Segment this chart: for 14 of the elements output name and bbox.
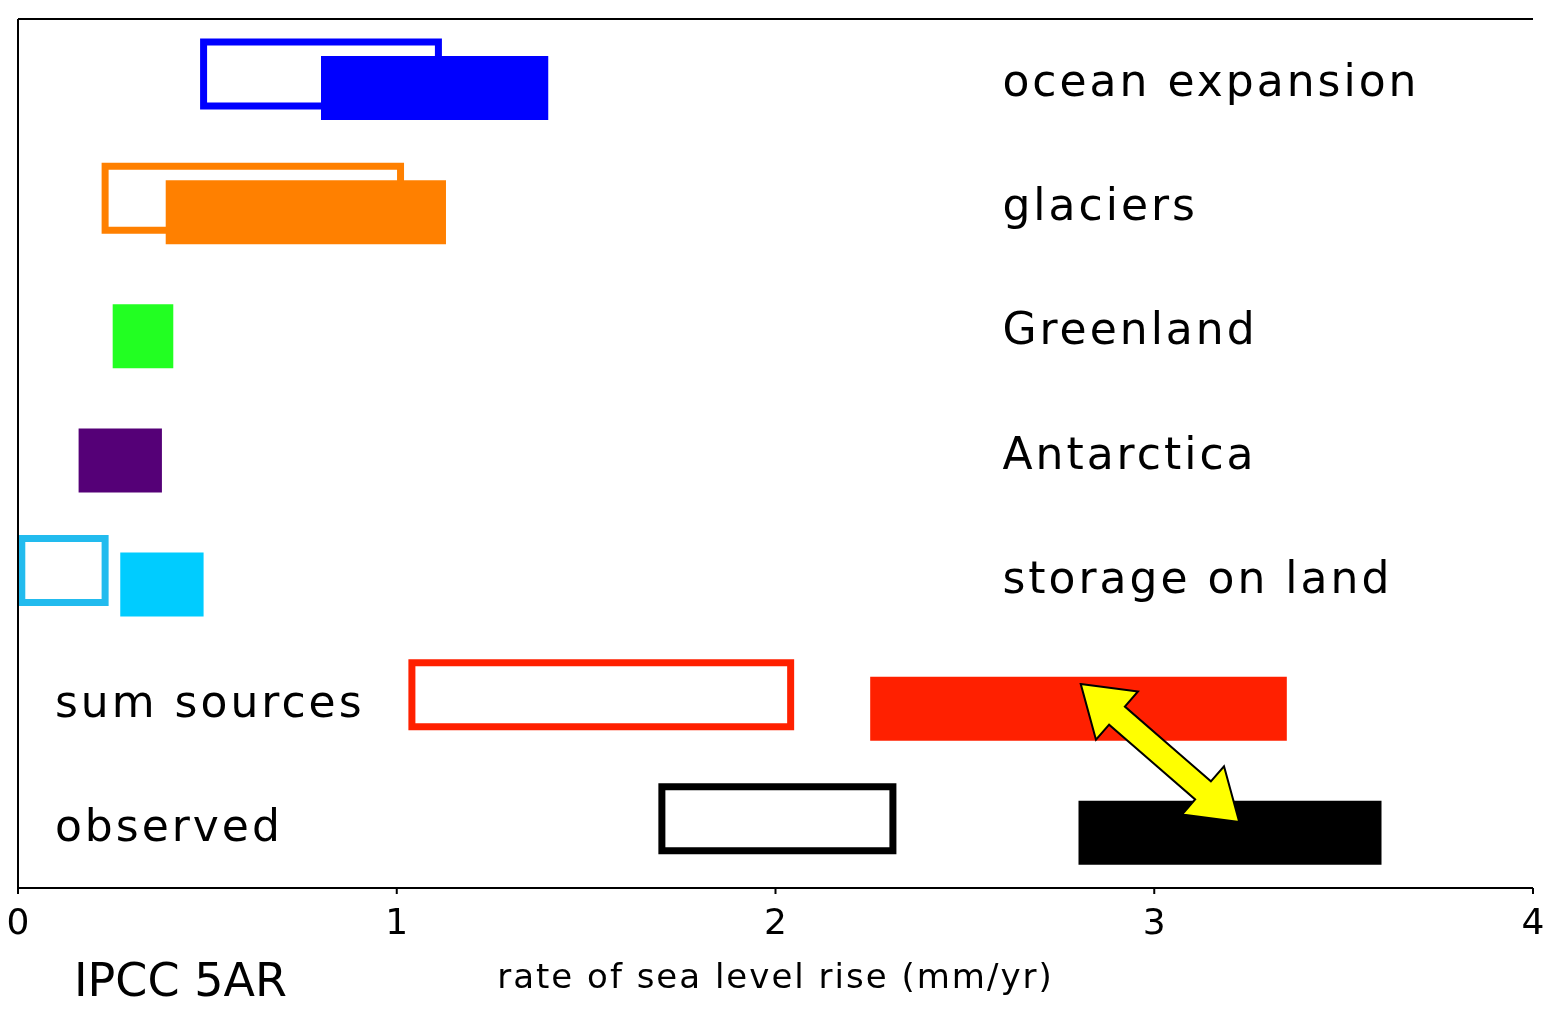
y-tick-label: Antarctica [1002,427,1257,479]
y-tick-label: ocean expansion [1002,55,1420,107]
y-tick-label: storage on land [1002,551,1393,603]
y-tick-label: Greenland [1002,303,1258,355]
x-tick-label: 4 [1521,900,1545,942]
y-tick-label: observed [54,799,283,851]
text: IPCC 5AR [74,953,287,1007]
y-tick-label: sum sources [54,675,365,727]
x-tick-label: 2 [764,900,787,942]
x-tick-label: 3 [1142,900,1166,942]
y-tick-label: glaciers [1002,179,1199,231]
x-tick-label: 1 [385,900,409,942]
x-axis-title: rate of sea level rise (mm/yr) [497,956,1054,996]
x-tick-label: 0 [6,900,30,942]
